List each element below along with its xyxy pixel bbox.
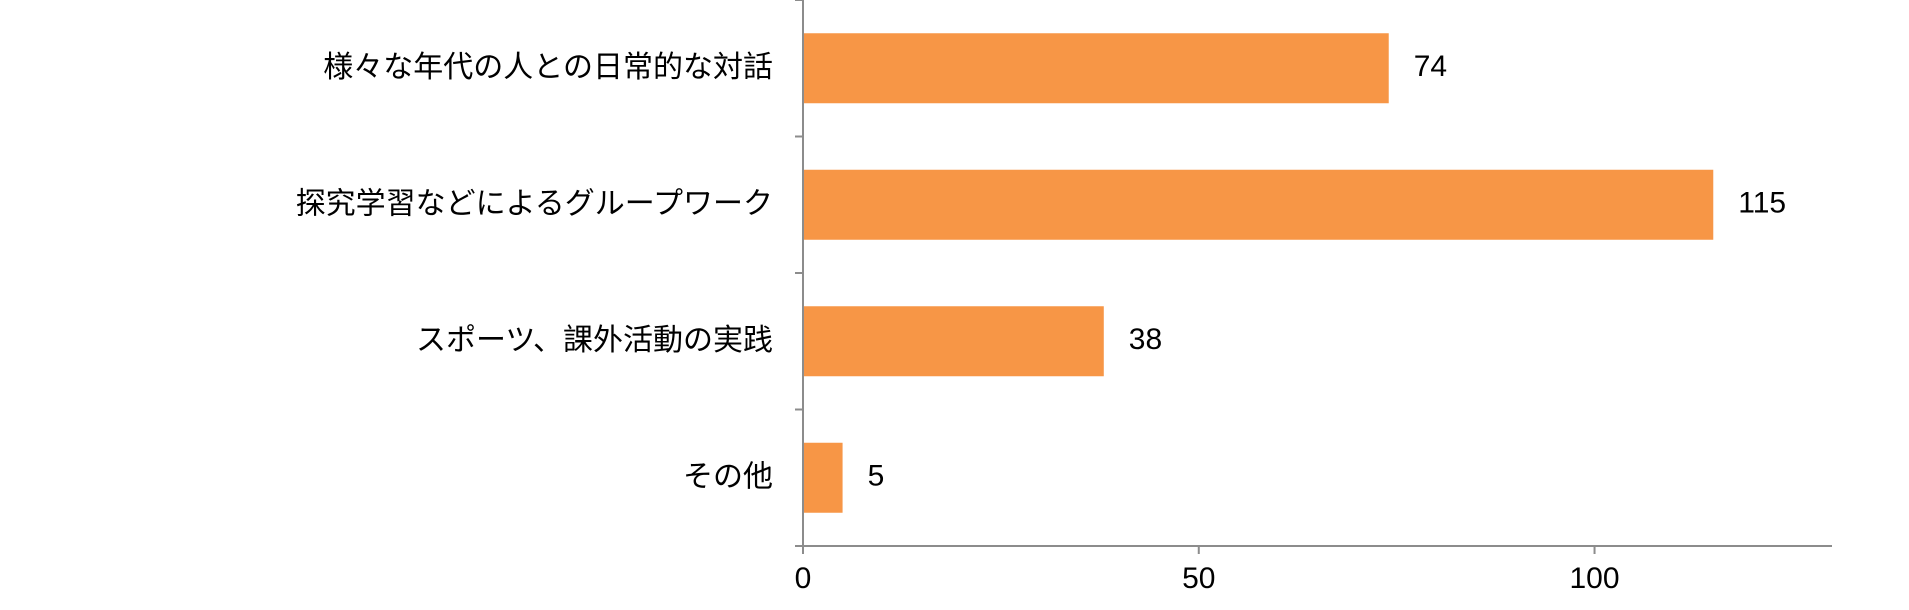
x-tick-label-0: 0 — [795, 562, 812, 595]
category-label-1: 探究学習などによるグループワーク — [296, 186, 773, 221]
data-label-0: 74 — [1414, 50, 1447, 83]
category-label-0: 様々な年代の人との日常的な対話 — [323, 50, 773, 85]
data-label-1: 115 — [1738, 187, 1786, 220]
bars-layer — [803, 33, 1714, 513]
bar-1 — [803, 169, 1714, 240]
axes-layer — [795, 0, 1832, 554]
data-label-2: 38 — [1129, 323, 1162, 356]
bar-2 — [803, 306, 1104, 377]
category-label-2: スポーツ、課外活動の実践 — [416, 323, 773, 358]
bar-0 — [803, 33, 1389, 104]
bar-3 — [803, 442, 843, 513]
data-label-3: 5 — [868, 460, 885, 493]
x-tick-label-2: 100 — [1570, 562, 1620, 595]
category-label-3: その他 — [683, 459, 773, 494]
x-tick-label-1: 50 — [1182, 562, 1215, 595]
labels-layer: 74 様々な年代の人との日常的な対話 115 探究学習などによるグループワーク 38 スポ… — [296, 50, 1786, 595]
